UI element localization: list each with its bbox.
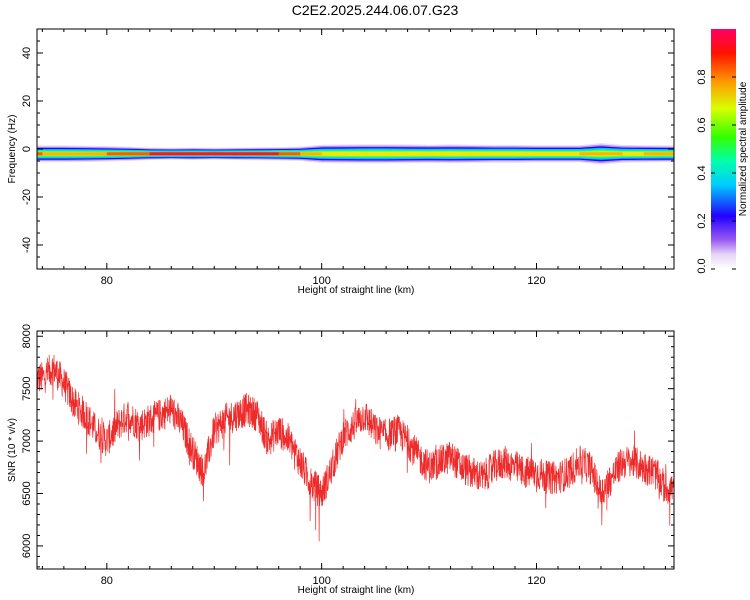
snr-x-label: Height of straight line (km)	[298, 585, 415, 596]
band-ridge-segment	[536, 152, 559, 156]
band-ridge-segment	[278, 152, 301, 156]
colorbar-tick-label: 0.2	[696, 213, 708, 228]
band-ridge-segment	[515, 152, 537, 156]
x-tick-label: 80	[101, 275, 113, 287]
band-ridge-segment	[128, 152, 151, 156]
snr-x-axis: 80 100 120	[41, 331, 666, 587]
band-ridge-segment	[37, 152, 43, 156]
y-tick-label: 40	[21, 47, 33, 59]
spectrogram-x-label: Height of straight line (km)	[298, 285, 415, 296]
y-tick-label: 7000	[21, 429, 33, 453]
spectrogram-y-label: Frequency (Hz)	[7, 115, 18, 184]
band-ridge-segment	[63, 152, 86, 156]
band-ridge-segment	[622, 152, 645, 156]
band-ridge-segment	[149, 152, 172, 156]
y-tick-label: 6000	[21, 534, 33, 558]
snr-y-label: SNR (10 * v/v)	[7, 418, 18, 482]
x-tick-label: 100	[312, 275, 330, 287]
band-ridge-segment	[257, 152, 280, 156]
colorbar-tick-label: 0.8	[696, 69, 708, 84]
x-tick-label: 120	[527, 275, 545, 287]
spectrogram-y-axis: 40 20 0 -20 -40	[21, 28, 674, 270]
snr-y-axis: 6000 6500 7000 7500 8000	[21, 324, 674, 568]
y-tick-label: 8000	[21, 324, 33, 348]
y-tick-label: 6500	[21, 481, 33, 505]
snr-panel: 80 100 120 6000 6500 7000 7500 8000 Height of …	[7, 324, 675, 596]
band-ridge-segment	[665, 152, 674, 156]
spectrogram-panel: 80 100 120 40 20 0 -20 -40 Height of straight …	[7, 28, 675, 296]
band-ridge-segment	[472, 152, 495, 156]
band-ridge-segment	[42, 152, 65, 156]
colorbar-scale	[711, 29, 736, 269]
band-ridge-segment	[235, 152, 258, 156]
y-tick-label: 7500	[21, 376, 33, 400]
y-tick-label: -20	[21, 189, 33, 205]
band-ridge-segment	[106, 152, 129, 156]
band-ridge-segment	[85, 152, 108, 156]
snr-line	[36, 354, 675, 542]
band-ridge-segment	[493, 152, 516, 156]
spectrogram-band	[37, 143, 674, 165]
colorbar-ticks: 0.0 0.2 0.4 0.6 0.8	[696, 69, 736, 274]
spectrogram-x-axis: 80 100 120	[41, 29, 666, 287]
band-ridge-segment	[300, 152, 323, 156]
band-ridge-segment	[450, 152, 473, 156]
band-ridge-segment	[407, 152, 430, 156]
x-tick-label: 100	[312, 575, 330, 587]
band-ridge-segment	[364, 152, 387, 156]
x-tick-label: 80	[101, 575, 113, 587]
band-ridge-segment	[343, 152, 366, 156]
snr-plot-area	[37, 331, 674, 569]
band-ridge-segment	[192, 152, 215, 156]
band-ridge-segment	[386, 152, 409, 156]
band-ridge-segment	[321, 152, 344, 156]
x-tick-label: 120	[527, 575, 545, 587]
colorbar-tick-label: 0.6	[696, 117, 708, 132]
page-title: C2E2.2025.244.06.07.G23	[291, 2, 459, 18]
band-ridge-segment	[214, 152, 237, 156]
y-tick-label: -40	[21, 237, 33, 253]
colorbar-tick-label: 0.0	[696, 258, 708, 273]
snr-frame	[36, 330, 675, 570]
y-tick-label: 20	[21, 95, 33, 107]
snr-series	[36, 354, 675, 542]
band-ridge-segment	[171, 152, 194, 156]
band-ridge-segment	[558, 152, 580, 156]
band-ridge-segment	[429, 152, 452, 156]
band-ridge-segment	[601, 152, 623, 156]
colorbar-tick-label: 0.4	[696, 165, 708, 180]
y-tick-label: 0	[21, 146, 33, 152]
band-ridge-segment	[643, 152, 666, 156]
band-ridge-segment	[579, 152, 602, 156]
colorbar: 0.0 0.2 0.4 0.6 0.8 Normalized spectral ampl…	[696, 29, 749, 274]
colorbar-label: Normalized spectral amplitude	[738, 81, 749, 216]
